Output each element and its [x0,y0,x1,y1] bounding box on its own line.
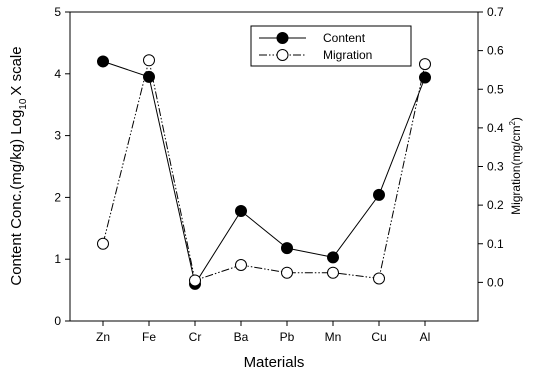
left-tick-label: 2 [54,190,61,204]
right-tick-label: 0.6 [487,44,504,58]
legend-marker-content [276,32,289,44]
right-tick-label: 0.0 [487,275,504,289]
series-lines [102,60,426,286]
data-point-content [97,55,109,68]
x-tick-label: Zn [96,330,110,344]
x-axis-title: Materials [244,354,305,371]
left-axis-title-main: Content Conc.(mg/kg) Log [8,110,25,286]
series-line-content [102,60,426,286]
left-axis-ticks: 0 1 2 3 4 5 [54,5,70,328]
right-axis-title-tail: ) [509,117,523,121]
x-axis-ticks: Zn Fe Cr Ba Pb Mn Cu Al [96,321,430,344]
legend-label-content: Content [323,31,366,45]
data-point-migration [373,272,385,285]
right-tick-label: 0.4 [487,121,504,135]
right-axis-title-superscript: 2 [508,121,517,126]
data-point-migration [419,58,431,71]
data-point-migration [281,266,293,279]
data-point-content [327,251,339,264]
legend-label-migration: Migration [323,48,372,62]
data-point-content [419,71,431,84]
right-axis-title: Migration(mg/cm2) [508,117,523,215]
x-tick-label: Mn [325,330,342,344]
data-point-migration [189,274,201,287]
x-tick-label: Fe [142,330,156,344]
x-tick-label: Ba [234,330,249,344]
data-point-content [373,188,385,201]
right-tick-label: 0.3 [487,160,504,174]
left-tick-label: 3 [54,129,61,143]
left-tick-label: 5 [54,5,61,19]
x-tick-label: Cu [371,330,386,344]
data-point-migration [97,237,109,250]
left-tick-label: 0 [54,314,61,328]
x-tick-label: Pb [280,330,295,344]
data-point-content [235,204,247,217]
right-axis-title-main: Migration(mg/cm [509,126,523,215]
right-tick-label: 0.7 [487,5,504,19]
series-markers [97,54,431,290]
data-point-migration [235,258,247,271]
legend-marker-migration [276,49,289,61]
left-axis-title-subscript: 10 [18,98,29,110]
x-tick-label: Al [420,330,431,344]
data-point-migration [327,266,339,279]
legend-box [250,25,412,67]
right-tick-label: 0.2 [487,198,504,212]
left-axis-title-tail: X scale [8,46,25,95]
data-point-content [281,242,293,255]
series-line-migration [102,60,426,282]
right-axis-ticks: 0.0 0.1 0.2 0.3 0.4 0.5 0.6 0.7 [478,5,504,289]
right-tick-label: 0.1 [487,237,504,251]
left-tick-label: 4 [54,67,61,81]
right-tick-label: 0.5 [487,82,504,96]
legend: Content Migration [250,25,412,67]
left-tick-label: 1 [54,252,61,266]
data-point-content [143,70,155,83]
data-point-migration [143,54,155,67]
x-tick-label: Cr [189,330,202,344]
left-axis-title: Content Conc.(mg/kg) Log10 X scale [8,46,29,285]
